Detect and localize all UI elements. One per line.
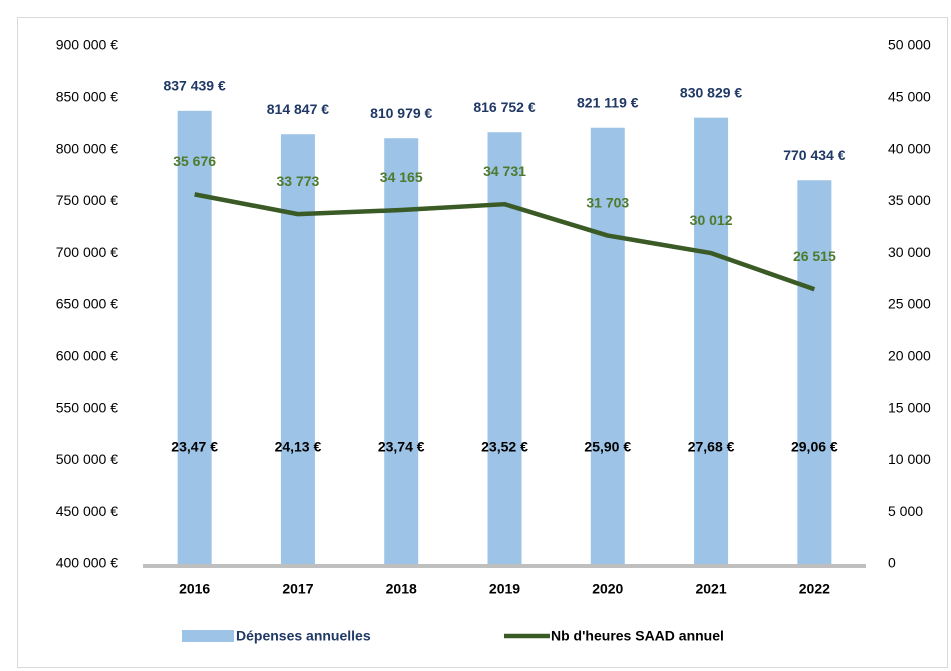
y2-tick-label: 0 — [888, 555, 896, 571]
y-tick-label: 550 000 € — [56, 399, 118, 415]
y-tick-label: 400 000 € — [56, 555, 118, 571]
y2-tick-label: 15 000 — [888, 399, 931, 415]
bar — [177, 110, 212, 564]
legend-label: Dépenses annuelles — [236, 628, 371, 644]
y-tick-label: 800 000 € — [56, 140, 118, 156]
annotation: 23,52 € — [481, 439, 528, 455]
x-tick-label: 2019 — [489, 581, 520, 597]
y2-tick-label: 10 000 — [888, 451, 931, 467]
y2-tick-label: 20 000 — [888, 348, 931, 364]
annotation: 27,68 € — [688, 439, 735, 455]
bar-value-label: 816 752 € — [473, 99, 535, 115]
bar-value-label: 837 439 € — [163, 78, 225, 94]
x-tick-label: 2022 — [799, 581, 830, 597]
y2-tick-label: 30 000 — [888, 244, 931, 260]
bar-value-label: 830 829 € — [680, 84, 742, 100]
y-tick-label: 600 000 € — [56, 348, 118, 364]
annotation: 24,13 € — [275, 439, 322, 455]
legend-label: Nb d'heures SAAD annuel — [551, 628, 724, 644]
x-tick-label: 2021 — [695, 581, 726, 597]
annotation: 23,47 € — [171, 439, 218, 455]
bar — [280, 134, 315, 564]
y2-tick-label: 40 000 — [888, 140, 931, 156]
line-value-label: 33 773 — [277, 173, 320, 189]
bar-value-label: 814 847 € — [267, 101, 329, 117]
bar — [694, 117, 729, 564]
x-tick-label: 2017 — [282, 581, 313, 597]
x-tick-label: 2020 — [592, 581, 623, 597]
x-tick-label: 2018 — [386, 581, 417, 597]
y2-tick-label: 50 000 — [888, 37, 931, 53]
bar — [487, 132, 522, 564]
bar-value-label: 821 119 € — [577, 94, 639, 110]
line-value-label: 30 012 — [690, 212, 733, 228]
y-tick-label: 850 000 € — [56, 89, 118, 105]
annotation: 25,90 € — [584, 439, 631, 455]
y-tick-label: 700 000 € — [56, 244, 118, 260]
bar — [590, 127, 625, 565]
annotation: 23,74 € — [378, 439, 425, 455]
line-value-label: 34 165 — [380, 169, 423, 185]
y2-tick-label: 35 000 — [888, 192, 931, 208]
chart-border — [17, 17, 948, 668]
bar-value-label: 770 434 € — [783, 147, 845, 163]
bar — [384, 138, 419, 564]
y-tick-label: 750 000 € — [56, 192, 118, 208]
y2-tick-label: 25 000 — [888, 296, 931, 312]
bar-value-label: 810 979 € — [370, 105, 432, 121]
x-tick-label: 2016 — [179, 581, 210, 597]
bar — [797, 180, 832, 564]
legend-swatch — [182, 630, 234, 642]
y-tick-label: 650 000 € — [56, 296, 118, 312]
line-value-label: 35 676 — [173, 153, 216, 169]
line-value-label: 26 515 — [793, 248, 836, 264]
y2-tick-label: 5 000 — [888, 503, 923, 519]
y-tick-label: 500 000 € — [56, 451, 118, 467]
annotation: 29,06 € — [791, 439, 838, 455]
y-tick-label: 900 000 € — [56, 37, 118, 53]
line-value-label: 34 731 — [483, 163, 526, 179]
y2-tick-label: 45 000 — [888, 89, 931, 105]
line-value-label: 31 703 — [586, 194, 629, 210]
line — [194, 192, 816, 292]
y-tick-label: 450 000 € — [56, 503, 118, 519]
